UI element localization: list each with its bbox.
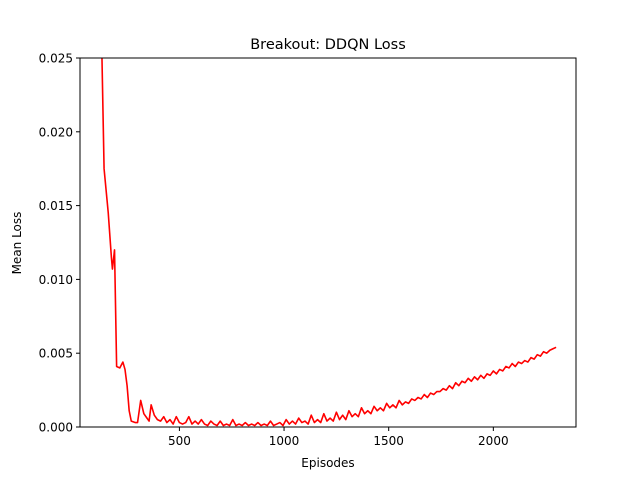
x-tick-label: 1500 bbox=[373, 434, 404, 448]
x-axis-label: Episodes bbox=[301, 456, 354, 470]
x-tick-label: 1000 bbox=[269, 434, 300, 448]
y-axis-ticks: 0.000 0.005 0.010 0.015 0.020 0.025 bbox=[39, 52, 80, 435]
y-tick-label: 0.015 bbox=[39, 199, 73, 213]
y-tick-label: 0.000 bbox=[39, 421, 73, 435]
y-tick-label: 0.025 bbox=[39, 52, 73, 66]
axes-frame bbox=[79, 57, 577, 428]
chart-title: Breakout: DDQN Loss bbox=[250, 37, 406, 53]
plot-area bbox=[101, 58, 557, 427]
y-tick-label: 0.010 bbox=[39, 273, 73, 287]
series-line-0 bbox=[101, 58, 557, 427]
y-axis-label: Mean Loss bbox=[10, 212, 24, 275]
y-tick-label: 0.005 bbox=[39, 347, 73, 361]
x-axis-ticks: 500 1000 1500 2000 bbox=[168, 427, 509, 448]
y-tick-label: 0.020 bbox=[39, 125, 73, 139]
x-tick-label: 500 bbox=[168, 434, 191, 448]
x-tick-label: 2000 bbox=[478, 434, 509, 448]
